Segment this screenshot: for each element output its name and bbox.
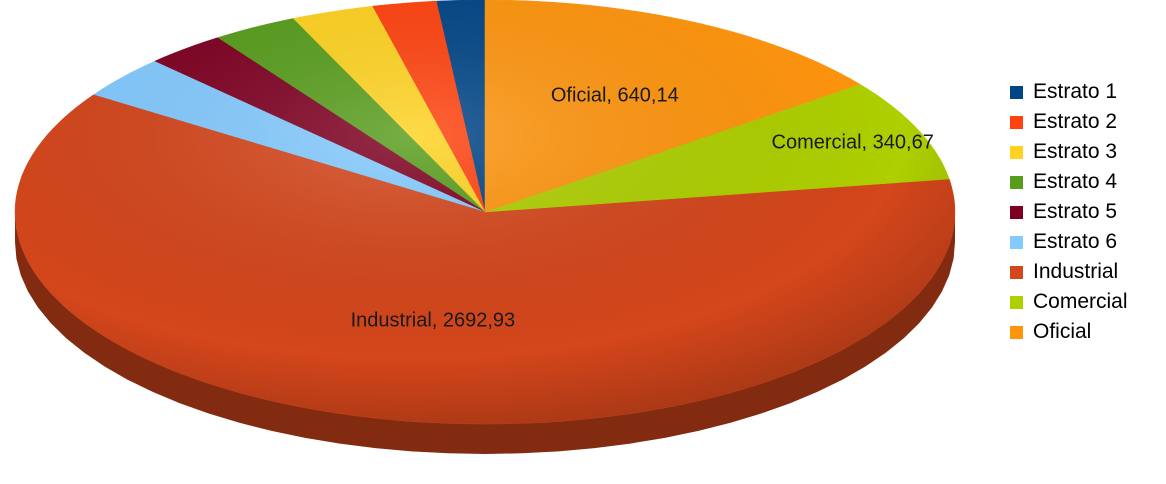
legend-item-estrato-5: Estrato 5 [1010, 197, 1128, 227]
legend: Estrato 1 Estrato 2 Estrato 3 Estrato 4 Estr… [1010, 77, 1128, 347]
legend-swatch [1010, 295, 1023, 309]
legend-swatch [1010, 325, 1023, 339]
legend-label: Estrato 1 [1033, 80, 1118, 103]
legend-label: Industrial [1033, 260, 1119, 283]
legend-swatch [1010, 205, 1023, 219]
legend-item-industrial: Industrial [1010, 257, 1128, 287]
legend-item-estrato-3: Estrato 3 [1010, 137, 1128, 167]
legend-label: Oficial [1033, 320, 1092, 343]
data-label-comercial: Comercial, 340,67 [772, 132, 934, 154]
data-label-oficial: Oficial, 640,14 [551, 84, 679, 106]
legend-swatch [1010, 265, 1023, 279]
legend-item-comercial: Comercial [1010, 287, 1128, 317]
legend-label: Estrato 6 [1033, 230, 1118, 253]
legend-label: Estrato 2 [1033, 110, 1118, 133]
legend-swatch [1010, 85, 1023, 99]
legend-swatch [1010, 175, 1023, 189]
legend-item-estrato-4: Estrato 4 [1010, 167, 1128, 197]
legend-item-estrato-1: Estrato 1 [1010, 77, 1128, 107]
legend-label: Estrato 4 [1033, 170, 1118, 193]
legend-label: Estrato 3 [1033, 140, 1118, 163]
legend-label: Comercial [1033, 290, 1128, 313]
pie-shading [15, 0, 955, 424]
legend-item-estrato-6: Estrato 6 [1010, 227, 1128, 257]
legend-swatch [1010, 235, 1023, 249]
legend-item-oficial: Oficial [1010, 317, 1128, 347]
legend-swatch [1010, 145, 1023, 159]
data-label-industrial: Industrial, 2692,93 [351, 310, 516, 332]
legend-item-estrato-2: Estrato 2 [1010, 107, 1128, 137]
legend-label: Estrato 5 [1033, 200, 1118, 223]
legend-swatch [1010, 115, 1023, 129]
